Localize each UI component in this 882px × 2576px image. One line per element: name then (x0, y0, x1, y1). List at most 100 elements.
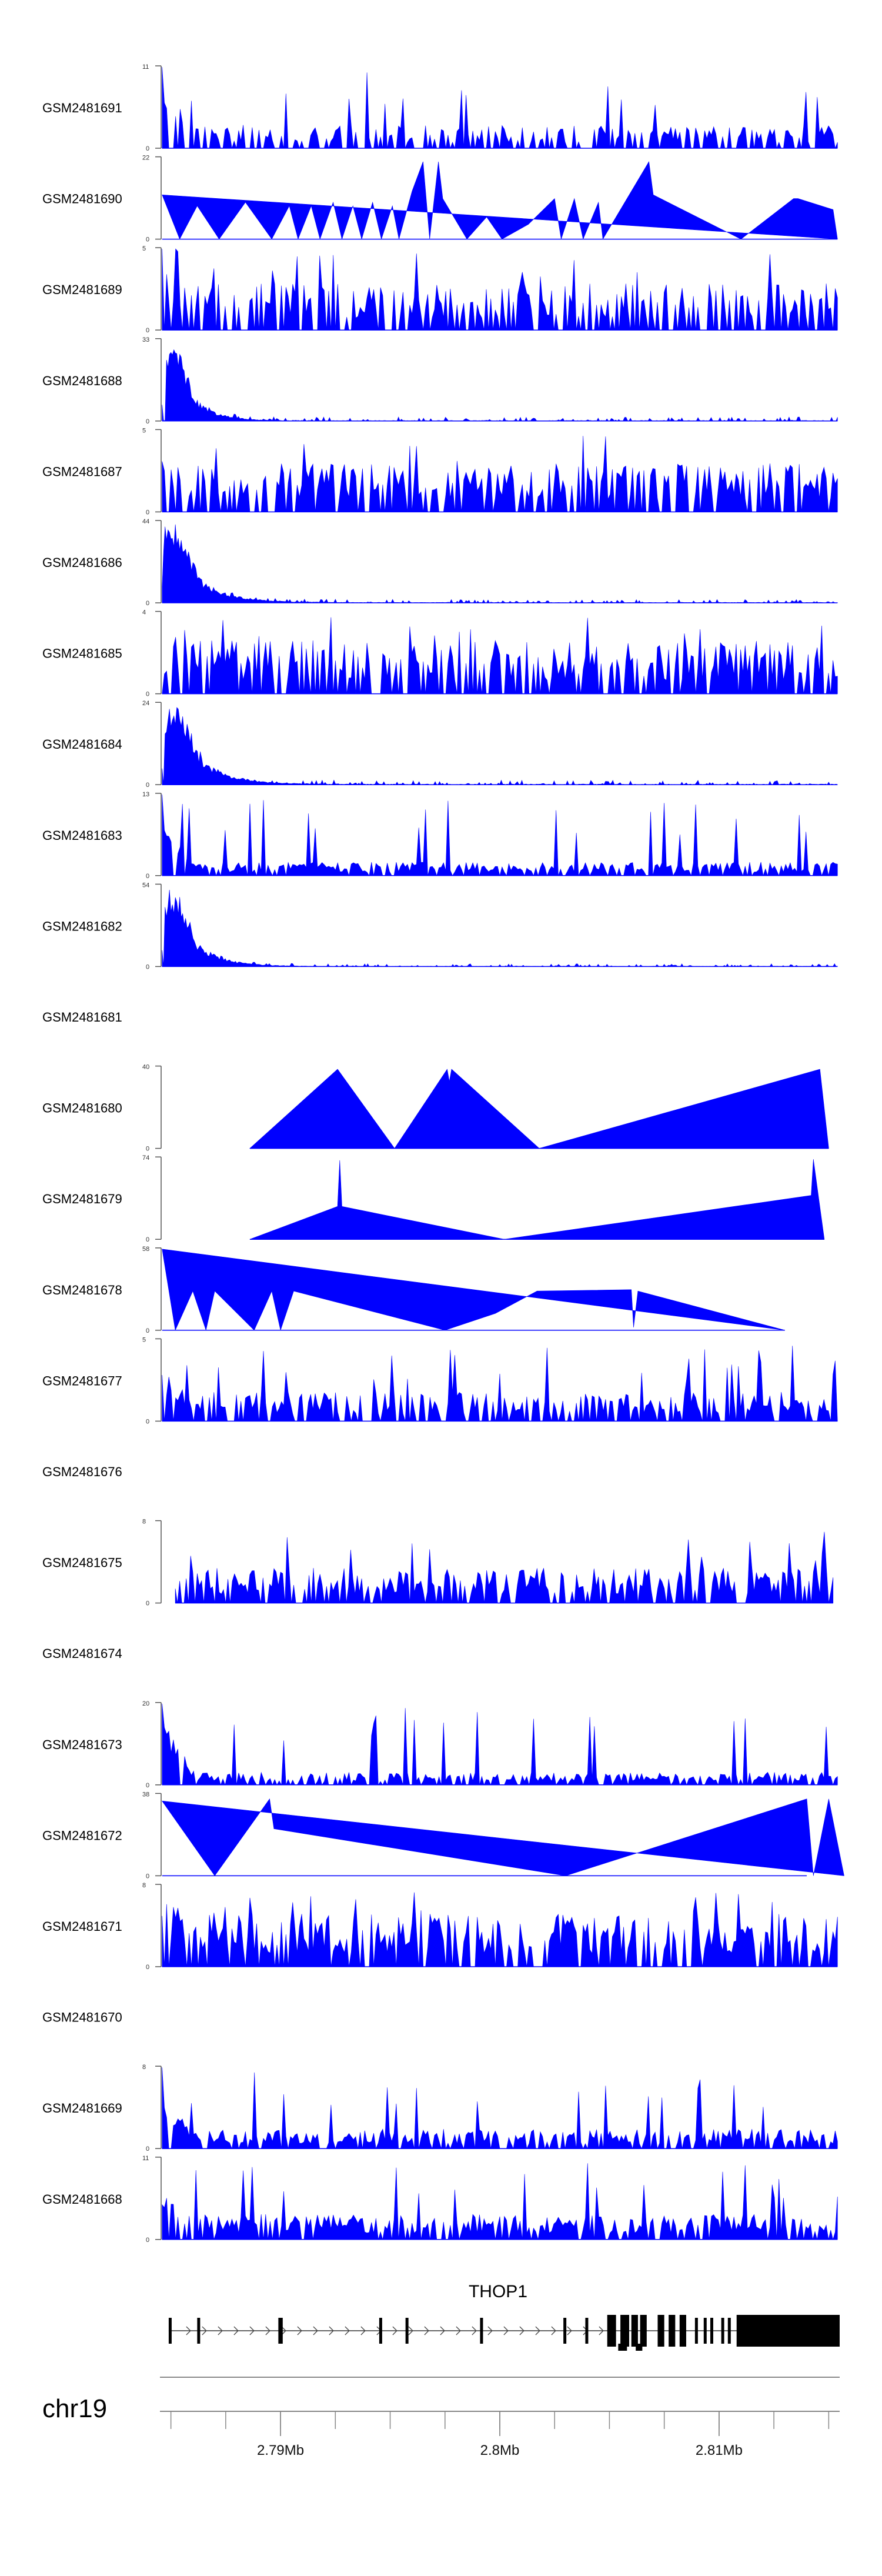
strand-arrow (345, 2326, 350, 2335)
y-max-label: 11 (142, 64, 149, 71)
axis-tick-label: 2.81Mb (696, 2442, 743, 2458)
gene-exon (585, 2318, 589, 2344)
gene-exon (480, 2318, 483, 2344)
y-min-label: 0 (146, 236, 149, 243)
track-label: GSM2481691 (42, 101, 122, 115)
coverage-area (162, 617, 838, 694)
gene-exon (721, 2318, 724, 2344)
y-min-label: 0 (146, 1146, 149, 1153)
gene-exon (669, 2315, 676, 2347)
track-label: GSM2481681 (42, 1010, 122, 1025)
strand-arrow (472, 2326, 477, 2335)
track-GSM2481670: GSM2481670 (42, 2010, 122, 2025)
y-max-label: 20 (142, 1700, 149, 1707)
coverage-area (162, 794, 838, 876)
coverage-area (162, 1798, 844, 1876)
y-max-label: 8 (142, 1519, 146, 1526)
strand-arrow (551, 2326, 556, 2335)
strand-arrow (249, 2326, 255, 2335)
gene-exon (636, 2344, 643, 2351)
track-GSM2481676: GSM2481676 (42, 1464, 122, 1479)
y-max-label: 5 (142, 427, 146, 434)
strand-arrow (186, 2326, 191, 2335)
track-label: GSM2481677 (42, 1373, 122, 1388)
gene-exon (618, 2344, 627, 2351)
strand-arrow (440, 2326, 445, 2335)
track-GSM2481681: GSM2481681 (42, 1010, 122, 1025)
gene-annotation-track: THOP1 (168, 2282, 840, 2351)
track-label: GSM2481682 (42, 919, 122, 933)
y-max-label: 4 (142, 609, 146, 616)
gene-exon (703, 2318, 707, 2344)
track-label: GSM2481674 (42, 1646, 122, 1661)
track-label: GSM2481685 (42, 646, 122, 661)
y-max-label: 8 (142, 1882, 146, 1889)
track-label: GSM2481683 (42, 828, 122, 843)
coverage-area (162, 707, 838, 785)
y-min-label: 0 (146, 691, 149, 698)
y-min-label: 0 (146, 782, 149, 789)
track-GSM2481686: GSM2481686 44 0 (42, 518, 838, 607)
track-GSM2481685: GSM2481685 4 0 (42, 609, 838, 698)
strand-arrow (329, 2326, 334, 2335)
track-label: GSM2481668 (42, 2192, 122, 2207)
gene-label: THOP1 (469, 2282, 527, 2301)
strand-arrow (313, 2326, 318, 2335)
y-min-label: 0 (146, 2145, 149, 2153)
gene-exon (563, 2318, 567, 2344)
axis-tick-label: 2.79Mb (257, 2442, 304, 2458)
coverage-area (162, 161, 838, 240)
track-label: GSM2481690 (42, 192, 122, 206)
strand-arrow (392, 2326, 397, 2335)
gene-exon (405, 2318, 409, 2344)
strand-arrow (218, 2326, 223, 2335)
y-max-label: 5 (142, 245, 146, 252)
y-min-label: 0 (146, 327, 149, 334)
coverage-area (162, 524, 838, 603)
track-GSM2481672: GSM2481672 38 0 (42, 1791, 844, 1880)
coverage-area (162, 1703, 838, 1786)
strand-arrow (599, 2326, 604, 2335)
gene-exon (727, 2318, 731, 2344)
strand-arrow (567, 2326, 572, 2335)
strand-arrow (202, 2326, 207, 2335)
gene-exon (379, 2318, 382, 2344)
chromosome-label: chr19 (42, 2394, 107, 2423)
y-max-label: 11 (142, 2155, 149, 2162)
coverage-tracks: GSM2481691110GSM2481690220GSM248168950GS… (42, 64, 844, 2244)
coverage-area (162, 2067, 838, 2150)
strand-arrow (281, 2326, 286, 2335)
gene-exon (620, 2315, 630, 2347)
strand-arrow (424, 2326, 429, 2335)
strand-arrow (360, 2326, 366, 2335)
track-GSM2481687: GSM2481687 5 0 (42, 427, 838, 516)
track-label: GSM2481678 (42, 1283, 122, 1297)
coverage-area (162, 889, 838, 967)
strand-arrow (297, 2326, 302, 2335)
y-max-label: 44 (142, 518, 149, 525)
genome-axis: chr19 2.79Mb 2.8Mb 2.81Mb (42, 2377, 840, 2458)
y-min-label: 0 (146, 2237, 149, 2244)
track-label: GSM2481671 (42, 1919, 122, 1934)
y-min-label: 0 (146, 1873, 149, 1880)
track-label: GSM2481673 (42, 1737, 122, 1752)
gene-exon (197, 2318, 201, 2344)
y-min-label: 0 (146, 1600, 149, 1607)
coverage-area (162, 1249, 785, 1331)
coverage-area (162, 2163, 838, 2240)
strand-arrow (519, 2326, 524, 2335)
track-GSM2481669: GSM2481669 8 0 (42, 2064, 838, 2153)
track-label: GSM2481680 (42, 1101, 122, 1116)
y-min-label: 0 (146, 1327, 149, 1334)
y-min-label: 0 (146, 600, 149, 607)
coverage-area (249, 1159, 825, 1240)
track-GSM2481682: GSM2481682 54 0 (42, 882, 838, 970)
y-max-label: 40 (142, 1064, 149, 1071)
axis-tick-label: 2.8Mb (480, 2442, 520, 2458)
gene-exon (736, 2315, 840, 2347)
track-GSM2481675: GSM2481675 8 0 (42, 1519, 834, 1607)
coverage-area (162, 248, 838, 331)
coverage-area (162, 436, 838, 512)
strand-arrow (408, 2326, 413, 2335)
